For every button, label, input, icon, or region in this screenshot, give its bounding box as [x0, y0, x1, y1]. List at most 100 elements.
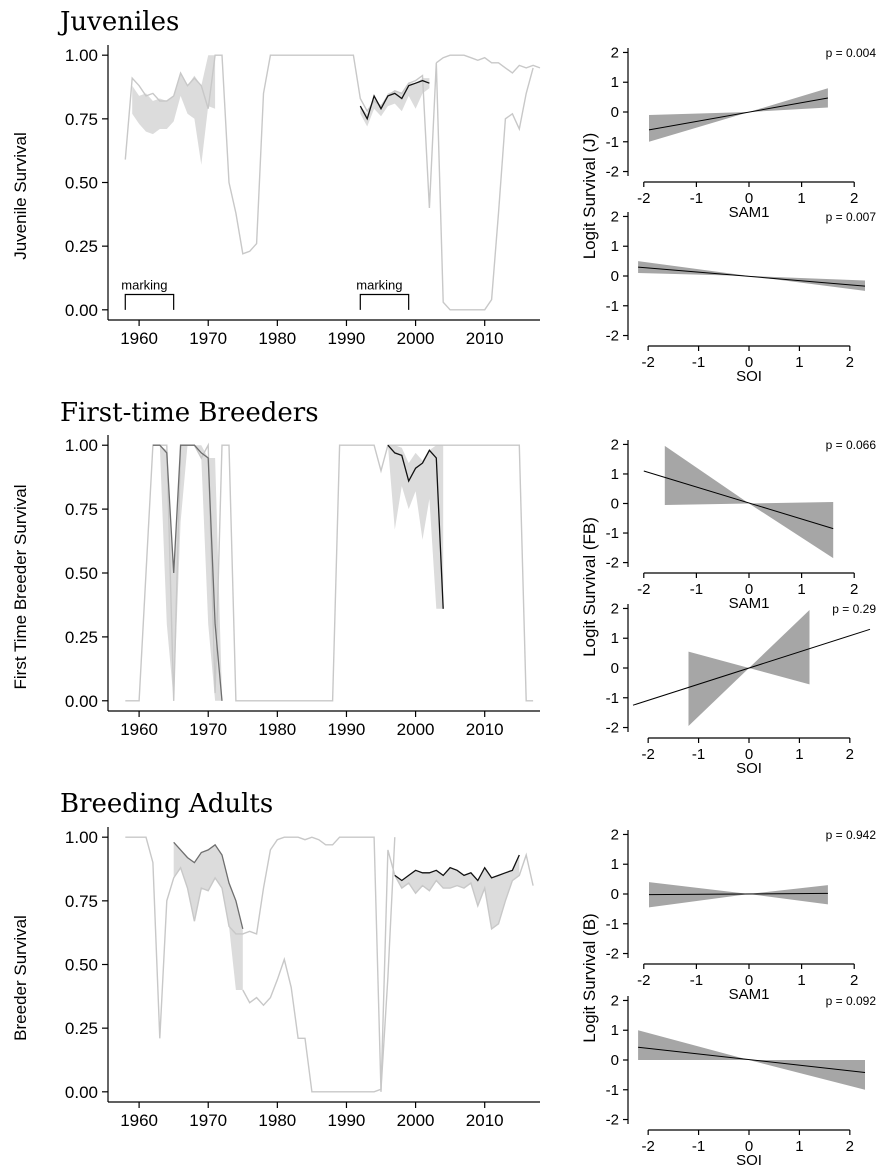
sub-y-tick-label: 2 [611, 600, 619, 617]
sub-y-tick-label: 0 [611, 886, 619, 903]
survival-band [132, 55, 216, 165]
sub-xlabel: SOI [736, 760, 762, 777]
x-tick-label: 1990 [328, 1111, 366, 1130]
sub-x-tick-label: 2 [846, 1138, 854, 1155]
sub-y-tick-label: -2 [606, 555, 619, 572]
survival-line-upper [435, 54, 541, 74]
y-tick-label: 0.25 [65, 1019, 98, 1038]
sub-x-tick-label: 2 [850, 972, 858, 989]
y-tick-label: 0.00 [65, 692, 98, 711]
fit-line [638, 266, 866, 287]
ylabel-juvenile-survival: Juvenile Survival [11, 132, 30, 260]
sub-y-tick-label: -2 [606, 720, 619, 737]
sub-x-tick-label: 2 [846, 354, 854, 371]
ylabel-logit-survival-b: Logit Survival (B) [580, 913, 599, 1042]
sub-y-tick-label: -1 [606, 690, 619, 707]
y-tick-label: 0.00 [65, 301, 98, 320]
sub-x-tick-label: 0 [745, 972, 753, 989]
p-value-label: p = 0.066 [826, 438, 877, 452]
sub-y-tick-label: 1 [611, 238, 619, 255]
sub-xlabel: SAM1 [729, 204, 770, 221]
covariate-plot-1-1: -2 -1 0 1 2 -2 -1 0 1 2 SOI p = 0.29 [606, 600, 877, 777]
p-value-label: p = 0.004 [826, 46, 877, 60]
covariate-plot-2-0: -2 -1 0 1 2 -2 -1 0 1 2 SAM1 p = 0.942 [606, 826, 877, 1003]
sub-x-tick-label: 1 [795, 746, 803, 763]
y-tick-label: 0.00 [65, 1083, 98, 1102]
sub-y-tick-label: 0 [611, 660, 619, 677]
confidence-band [664, 445, 834, 559]
x-tick-label: 2010 [466, 720, 504, 739]
marking-label: marking [356, 278, 402, 293]
p-value-label: p = 0.007 [826, 210, 877, 224]
sub-y-tick-label: 2 [611, 992, 619, 1009]
survival-line-dark [394, 854, 520, 882]
y-tick-label: 0.25 [65, 237, 98, 256]
sub-y-tick-label: 1 [611, 856, 619, 873]
survival-band [173, 842, 243, 990]
sub-y-tick-label: 1 [611, 74, 619, 91]
sub-y-tick-label: 2 [611, 208, 619, 225]
survival-band [360, 78, 430, 127]
sub-y-tick-label: 0 [611, 104, 619, 121]
sub-x-tick-label: -2 [641, 354, 654, 371]
sub-y-tick-label: 0 [611, 496, 619, 513]
x-tick-label: 2000 [397, 1111, 435, 1130]
marking-label: marking [121, 278, 167, 293]
y-tick-label: 1.00 [65, 828, 98, 847]
sub-y-tick-label: -1 [606, 525, 619, 542]
survival-line-light [125, 442, 534, 702]
sub-y-tick-label: -1 [606, 916, 619, 933]
survival-line-light [125, 836, 534, 1092]
sub-x-tick-label: -2 [637, 190, 650, 207]
sub-y-tick-label: -1 [606, 1082, 619, 1099]
sub-x-tick-label: -2 [637, 581, 650, 598]
sub-x-tick-label: -1 [690, 190, 703, 207]
sub-x-tick-label: -1 [690, 581, 703, 598]
sub-y-tick-label: -2 [606, 328, 619, 345]
sub-x-tick-label: 2 [850, 190, 858, 207]
survival-line-dark [359, 79, 430, 121]
x-tick-label: 1970 [189, 1111, 227, 1130]
sub-x-tick-label: -1 [692, 354, 705, 371]
p-value-label: p = 0.942 [826, 828, 877, 842]
sub-x-tick-label: 1 [797, 190, 805, 207]
x-tick-label: 1970 [189, 720, 227, 739]
sub-x-tick-label: -1 [692, 746, 705, 763]
sub-x-tick-label: -2 [641, 1138, 654, 1155]
covariate-plot-0-1: -2 -1 0 1 2 -2 -1 0 1 2 SOI p = 0.007 [606, 208, 877, 385]
sub-x-tick-label: -2 [637, 972, 650, 989]
survival-line-mid [152, 444, 223, 701]
sub-x-tick-label: 0 [745, 354, 753, 371]
main-plot-1: 0.00 0.25 0.50 0.75 1.00 1960 1970 1980 1990 2000… [65, 435, 540, 739]
sub-y-tick-label: 1 [611, 630, 619, 647]
x-tick-label: 1990 [328, 720, 366, 739]
sub-x-tick-label: 1 [797, 972, 805, 989]
fit-line [632, 628, 871, 706]
main-plot-0: 0.00 0.25 0.50 0.75 1.00 1960 1970 1980 1990 2000… [65, 45, 541, 348]
panel-title-juveniles: Juveniles [57, 7, 179, 37]
sub-xlabel: SOI [736, 1152, 762, 1169]
y-tick-label: 0.75 [65, 110, 98, 129]
sub-y-tick-label: 1 [611, 466, 619, 483]
fit-line [638, 1046, 866, 1073]
sub-x-tick-label: 2 [846, 746, 854, 763]
p-value-label: p = 0.092 [826, 994, 877, 1008]
sub-y-tick-label: 1 [611, 1022, 619, 1039]
y-tick-label: 1.00 [65, 46, 98, 65]
sub-y-tick-label: 0 [611, 268, 619, 285]
covariate-plot-2-1: -2 -1 0 1 2 -2 -1 0 1 2 SOI p = 0.092 [606, 992, 877, 1169]
x-tick-label: 1970 [189, 329, 227, 348]
y-tick-label: 0.25 [65, 628, 98, 647]
covariate-plot-1-0: -2 -1 0 1 2 -2 -1 0 1 2 SAM1 p = 0.066 [606, 436, 877, 612]
x-tick-label: 1960 [120, 720, 158, 739]
confidence-band [649, 88, 828, 142]
fit-line [648, 97, 828, 131]
x-tick-label: 2010 [466, 329, 504, 348]
p-value-label: p = 0.29 [832, 602, 876, 616]
panel-title-breeding-adults: Breeding Adults [60, 789, 273, 819]
sub-y-tick-label: -2 [606, 1112, 619, 1129]
sub-y-tick-label: -2 [606, 946, 619, 963]
sub-y-tick-label: 0 [611, 1052, 619, 1069]
x-tick-label: 2000 [397, 329, 435, 348]
